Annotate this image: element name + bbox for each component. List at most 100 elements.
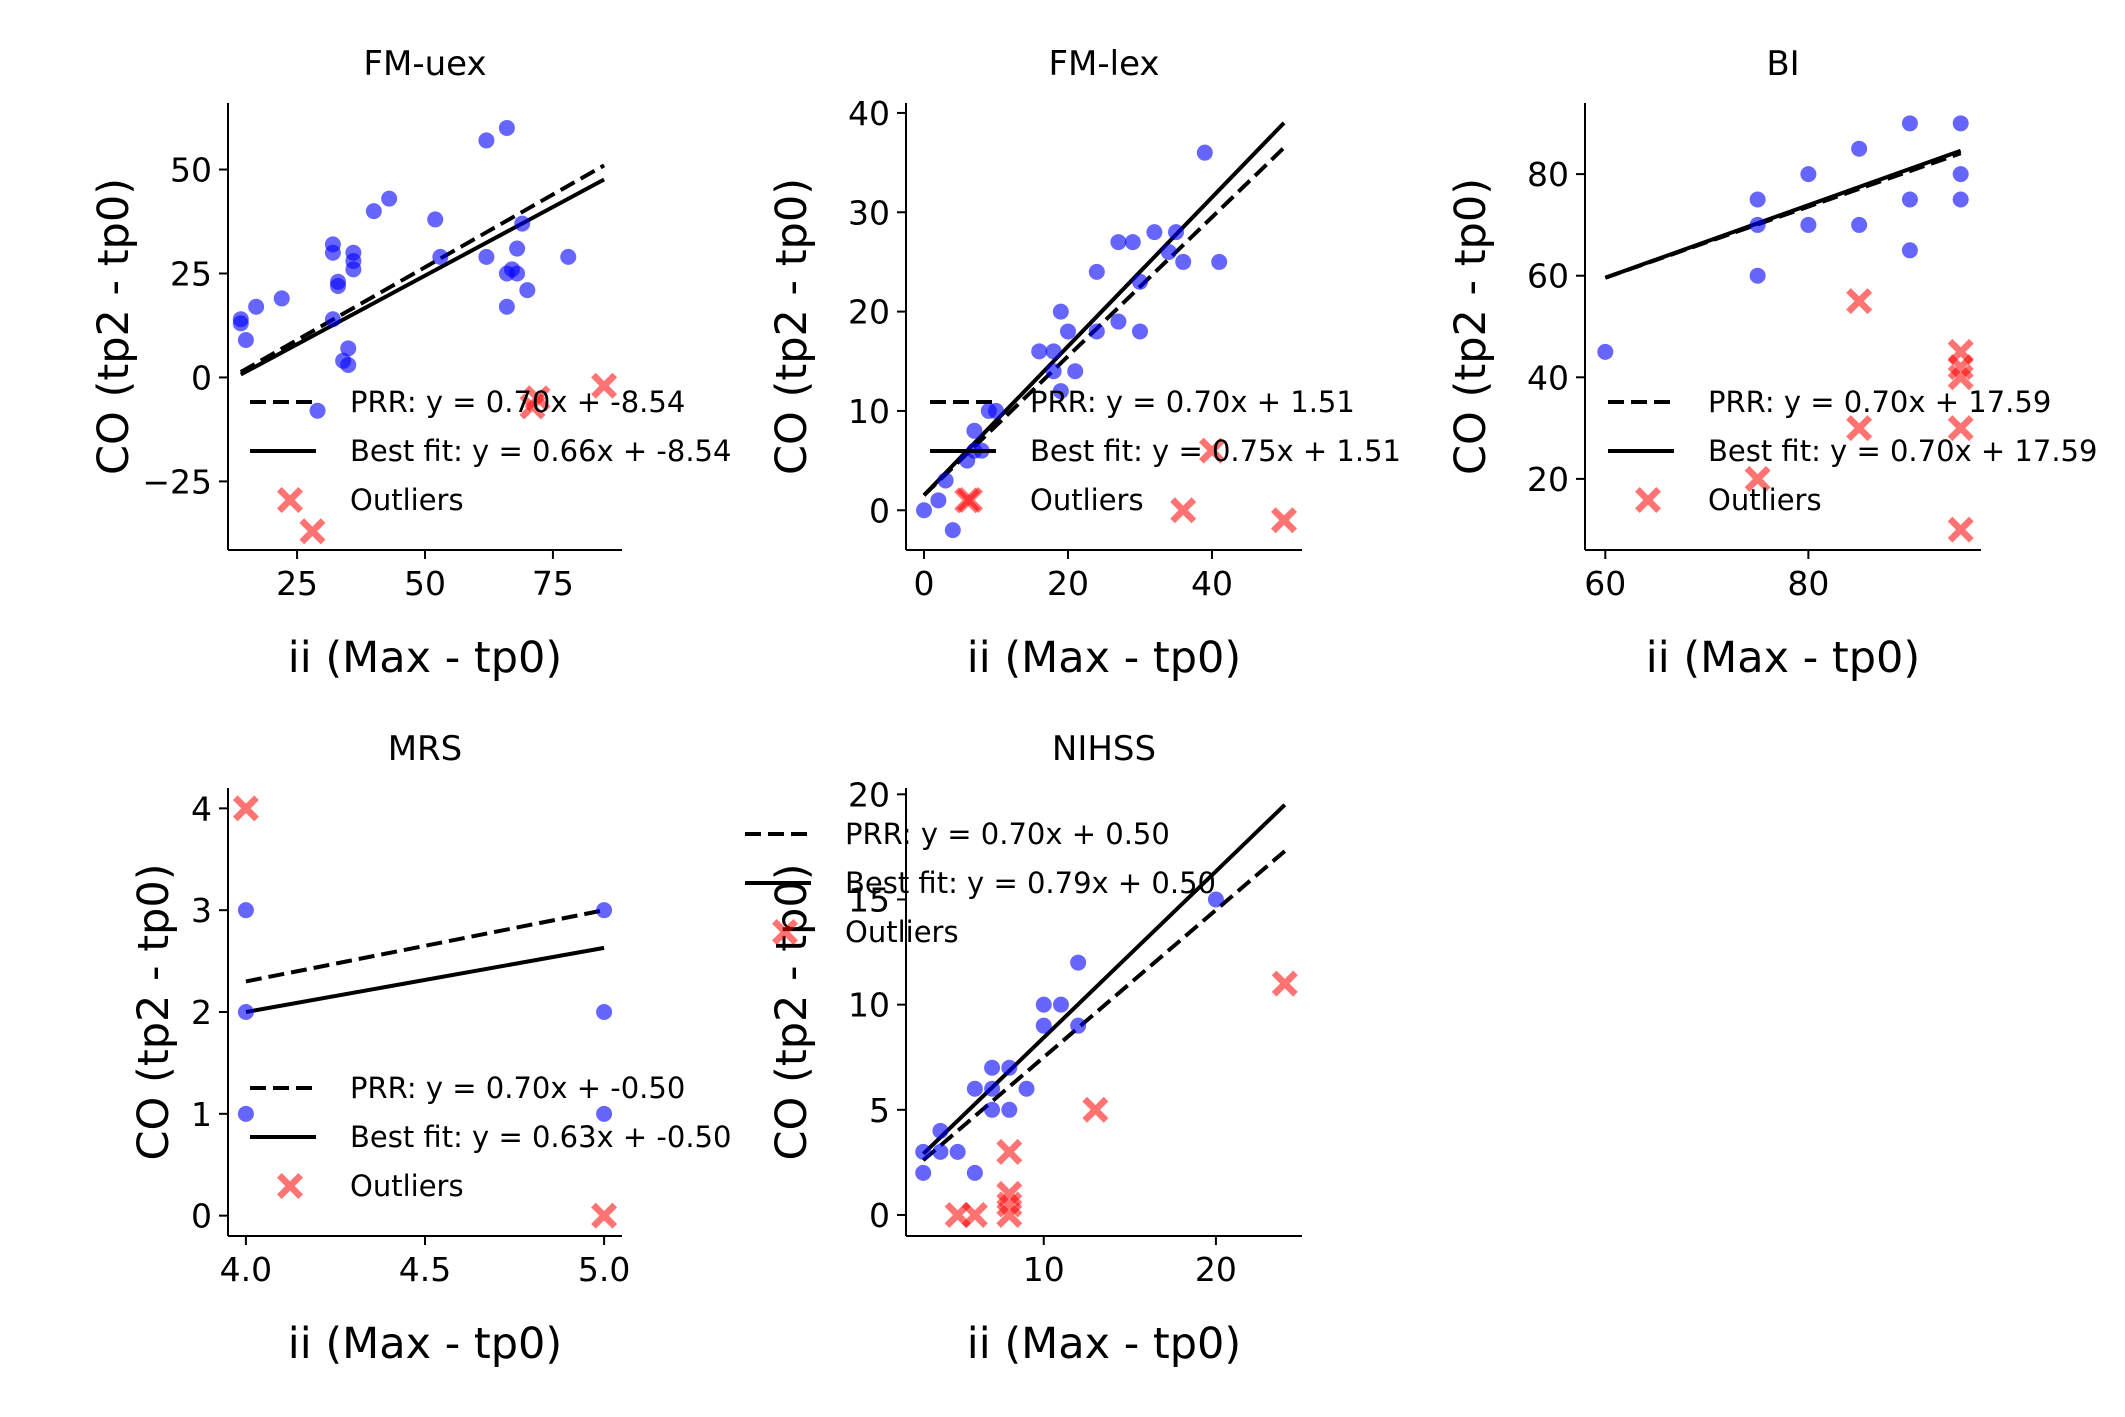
y-tick-label: 20 — [1527, 460, 1569, 499]
subplot-title: NIHSS — [1052, 729, 1156, 769]
data-point — [560, 248, 577, 265]
y-axis-label: CO (tp2 - tp0) — [767, 864, 817, 1161]
subplot-bi: 60 80 20 40 60 80 BI ii (Max - tp0) CO (tp2 - tp… — [1446, 44, 2097, 683]
subplot-title: FM-uex — [363, 44, 486, 84]
y-tick-label: 50 — [170, 151, 212, 190]
x-tick-label: 75 — [532, 564, 574, 603]
data-point — [478, 248, 495, 265]
x-axis-label: ii (Max - tp0) — [288, 633, 562, 683]
data-point — [1052, 303, 1069, 320]
outlier-marker — [1846, 415, 1873, 442]
data-point — [330, 277, 347, 294]
subplot-title: FM-lex — [1048, 44, 1159, 84]
data-point — [381, 190, 398, 207]
legend-entry-label: Best fit: y = 0.63x + -0.50 — [350, 1120, 731, 1154]
data-point — [937, 472, 954, 489]
data-point — [1207, 891, 1224, 908]
outlier-marker — [299, 518, 326, 545]
data-point — [1052, 996, 1069, 1013]
x-axis-label: ii (Max - tp0) — [1646, 633, 1920, 683]
data-point — [596, 902, 613, 919]
data-point — [1168, 224, 1184, 241]
data-point — [915, 1143, 932, 1160]
y-tick-label: 5 — [869, 1091, 890, 1130]
y-tick-label: 2 — [191, 993, 212, 1032]
prr-line — [922, 146, 1286, 497]
x-tick-label: 4.5 — [399, 1250, 451, 1289]
legend-entry-label: Outliers — [1708, 483, 1822, 517]
data-point — [1952, 191, 1969, 208]
outlier-marker — [591, 1202, 618, 1229]
outlier-marker — [1271, 970, 1298, 997]
data-point — [1045, 363, 1062, 380]
x-tick-label: 0 — [914, 564, 935, 603]
data-point — [1901, 191, 1918, 208]
data-point — [915, 1164, 932, 1181]
data-point — [944, 522, 961, 539]
y-tick-label: 60 — [1527, 257, 1569, 296]
data-point — [1132, 273, 1148, 290]
data-point — [1851, 140, 1868, 157]
legend: PRR: y = 0.70x + -8.54 Best fit: y = 0.66… — [250, 385, 731, 517]
data-point — [248, 298, 265, 315]
data-point — [273, 290, 290, 307]
x-tick-label: 50 — [404, 564, 446, 603]
outlier-marker — [1947, 516, 1974, 543]
prr-line — [921, 849, 1287, 1162]
data-point — [365, 203, 382, 220]
legend-entry-label: PRR: y = 0.70x + 0.50 — [845, 817, 1170, 851]
data-point — [984, 1080, 1001, 1097]
y-tick-label: 0 — [191, 1197, 212, 1236]
data-point — [478, 132, 495, 149]
data-point — [1901, 115, 1918, 132]
legend-outlier-swatch — [277, 487, 303, 513]
outlier-marker — [591, 372, 618, 399]
data-point — [984, 1101, 1001, 1118]
legend-entry-label: Best fit: y = 0.70x + 17.59 — [1708, 434, 2097, 468]
y-tick-label: 0 — [869, 1196, 890, 1235]
legend: PRR: y = 0.70x + 0.50 Best fit: y = 0.79x… — [745, 817, 1216, 949]
data-point — [1088, 323, 1105, 340]
y-tick-label: −25 — [142, 462, 212, 501]
legend: PRR: y = 0.70x + 1.51 Best fit: y = 0.75x… — [930, 385, 1401, 517]
outlier-marker — [1947, 415, 1974, 442]
outlier-marker — [1846, 288, 1873, 315]
data-point — [232, 311, 249, 328]
x-tick-label: 60 — [1584, 564, 1626, 603]
y-axis-label: CO (tp2 - tp0) — [767, 178, 817, 475]
data-point — [1001, 1101, 1018, 1118]
subplot-fm-uex: 25 50 75 −25 0 25 50 FM-uex ii (Max - tp0) CO (tp… — [89, 44, 731, 683]
data-point — [1952, 166, 1969, 183]
best-fit-line — [245, 945, 605, 1014]
subplot-title: BI — [1766, 44, 1799, 84]
x-tick-label: 20 — [1047, 564, 1089, 603]
data-point — [932, 1143, 949, 1160]
data-point — [1124, 234, 1141, 251]
outlier-marker — [1170, 497, 1197, 524]
y-tick-label: 10 — [848, 392, 890, 431]
outlier-marker — [1271, 507, 1297, 534]
data-point — [966, 1164, 983, 1181]
data-point — [988, 402, 1004, 419]
data-point — [1052, 383, 1069, 400]
data-point — [1132, 323, 1148, 340]
x-axis-label: ii (Max - tp0) — [967, 633, 1241, 683]
data-point — [1018, 1080, 1035, 1097]
y-tick-label: 30 — [848, 193, 890, 232]
data-point — [1175, 253, 1192, 270]
legend: PRR: y = 0.70x + 17.59 Best fit: y = 0.70… — [1608, 385, 2097, 517]
data-point — [1800, 166, 1817, 183]
outlier-marker — [1082, 1096, 1109, 1123]
data-point — [1110, 313, 1127, 330]
data-point — [1067, 363, 1084, 380]
data-point — [1749, 267, 1766, 284]
outlier-marker — [996, 1138, 1023, 1165]
legend-entry-label: Outliers — [1030, 483, 1144, 517]
data-point — [1196, 144, 1213, 161]
prr-line — [245, 908, 605, 984]
data-point — [1035, 1017, 1052, 1034]
prr-line — [239, 163, 606, 374]
data-point — [237, 902, 254, 919]
legend-entry-label: Outliers — [350, 483, 464, 517]
